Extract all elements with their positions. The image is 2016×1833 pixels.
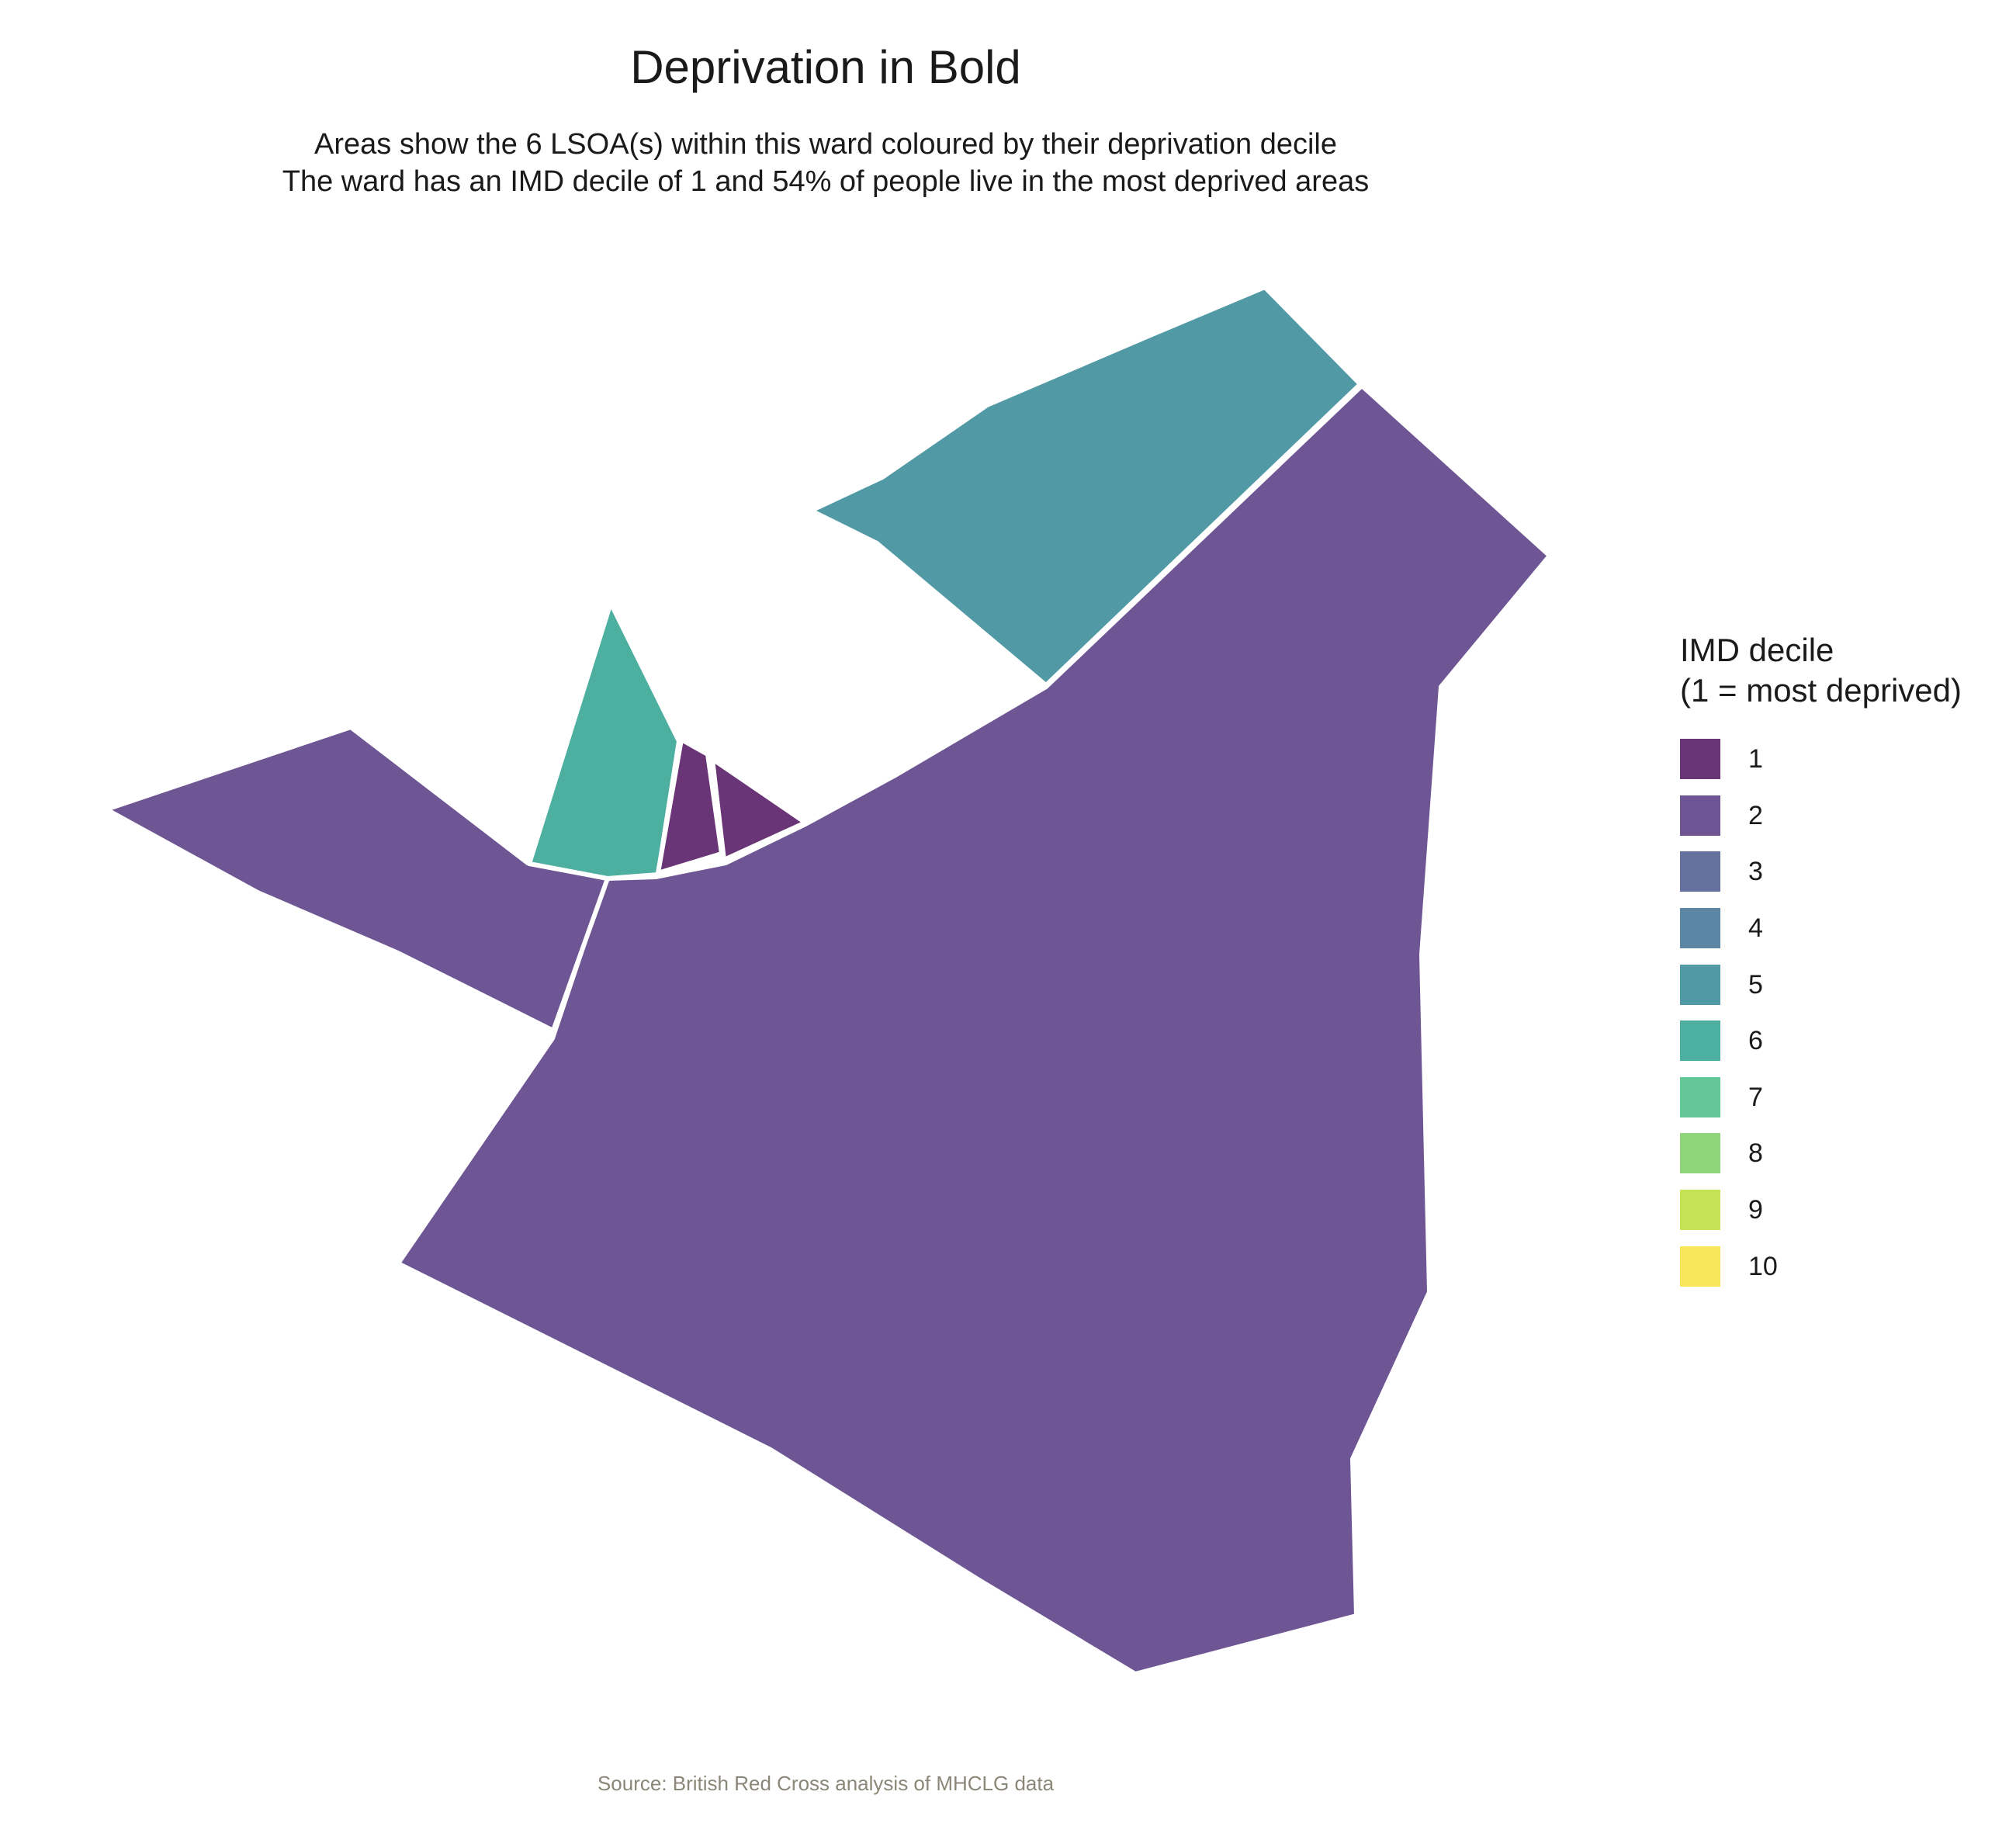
lsoa-small-b[interactable] xyxy=(710,757,808,862)
legend-label: 5 xyxy=(1748,969,1763,1000)
lsoa-west-arm[interactable] xyxy=(104,725,610,1033)
legend-title-line-2: (1 = most deprived) xyxy=(1680,672,1962,709)
legend-item-6: 6 xyxy=(1680,1013,1990,1069)
legend-label: 10 xyxy=(1748,1251,1778,1281)
legend-label: 9 xyxy=(1748,1195,1763,1225)
legend-label: 6 xyxy=(1748,1026,1763,1056)
legend-title-line-1: IMD decile xyxy=(1680,632,1834,668)
legend-swatch xyxy=(1680,1190,1720,1231)
chart-subtitle-line-1: Areas show the 6 LSOA(s) within this war… xyxy=(314,128,1337,161)
legend-label: 2 xyxy=(1748,800,1763,830)
legend-swatch xyxy=(1680,964,1720,1005)
chart-title: Deprivation in Bold xyxy=(630,41,1021,93)
legend-label: 4 xyxy=(1748,913,1763,944)
legend-label: 1 xyxy=(1748,744,1763,774)
legend-swatch xyxy=(1680,1133,1720,1174)
source-caption: Source: British Red Cross analysis of MH… xyxy=(597,1772,1055,1795)
lsoa-north-wedge[interactable] xyxy=(527,601,681,881)
legend-item-5: 5 xyxy=(1680,956,1990,1013)
legend-item-3: 3 xyxy=(1680,844,1990,900)
legend-item-10: 10 xyxy=(1680,1238,1990,1294)
legend: IMD decile (1 = most deprived) 1 2 3 4 5… xyxy=(1680,630,1990,1294)
legend-swatch xyxy=(1680,795,1720,836)
legend-item-2: 2 xyxy=(1680,788,1990,844)
legend-label: 8 xyxy=(1748,1138,1763,1169)
legend-swatch xyxy=(1680,1020,1720,1062)
legend-swatch xyxy=(1680,1076,1720,1117)
legend-item-4: 4 xyxy=(1680,900,1990,957)
legend-title: IMD decile (1 = most deprived) xyxy=(1680,630,1990,711)
legend-item-9: 9 xyxy=(1680,1182,1990,1239)
legend-swatch xyxy=(1680,739,1720,780)
legend-item-1: 1 xyxy=(1680,731,1990,788)
legend-swatch xyxy=(1680,851,1720,892)
legend-item-7: 7 xyxy=(1680,1069,1990,1126)
legend-item-8: 8 xyxy=(1680,1125,1990,1182)
lsoa-northeast[interactable] xyxy=(809,285,1363,688)
legend-swatch xyxy=(1680,1246,1720,1287)
legend-label: 3 xyxy=(1748,857,1763,887)
legend-swatch xyxy=(1680,908,1720,949)
legend-label: 7 xyxy=(1748,1082,1763,1112)
chart-subtitle-line-2: The ward has an IMD decile of 1 and 54% … xyxy=(282,165,1370,198)
